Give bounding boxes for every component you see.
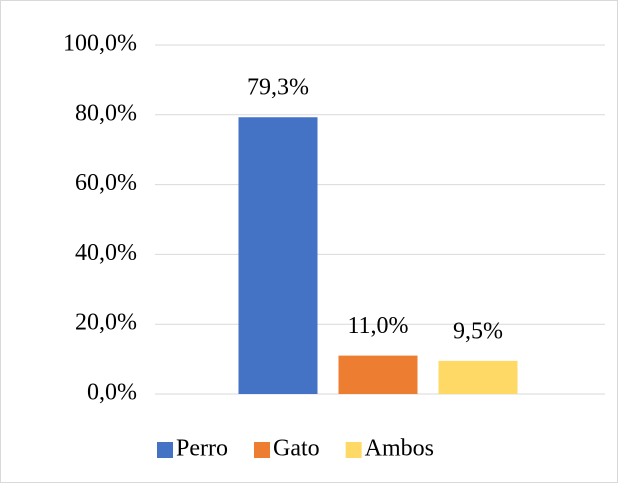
legend-label: Perro	[176, 436, 228, 462]
y-tick-label: 80,0%	[75, 100, 137, 126]
legend-swatch	[345, 442, 362, 458]
bar	[338, 355, 418, 394]
bar	[438, 360, 518, 394]
legend-label: Gato	[273, 436, 320, 462]
y-tick-label: 100,0%	[63, 31, 137, 57]
data-label: 11,0%	[347, 313, 408, 339]
y-tick-label: 60,0%	[75, 170, 137, 196]
data-label: 79,3%	[247, 75, 309, 101]
y-tick-label: 40,0%	[75, 240, 137, 266]
legend-label: Ambos	[365, 436, 434, 462]
legend-swatch	[253, 442, 270, 458]
y-tick-label: 20,0%	[75, 310, 137, 336]
y-tick-label: 0,0%	[87, 380, 137, 406]
data-label: 9,5%	[453, 318, 503, 344]
legend-swatch	[157, 442, 173, 458]
bar	[238, 117, 318, 395]
